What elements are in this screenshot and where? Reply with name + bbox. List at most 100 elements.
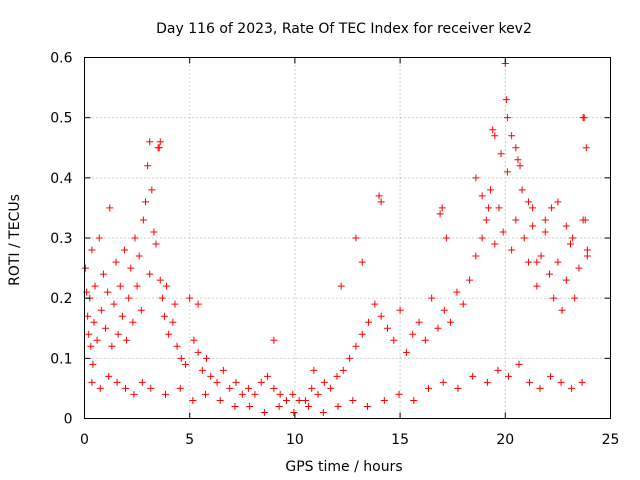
grid-lines bbox=[84, 57, 611, 419]
data-point-marker bbox=[483, 378, 491, 386]
data-point-marker bbox=[554, 258, 562, 266]
data-point-marker bbox=[129, 318, 137, 326]
data-point-marker bbox=[82, 264, 90, 272]
data-point-marker bbox=[95, 234, 103, 242]
data-point-marker bbox=[515, 360, 523, 368]
data-point-marker bbox=[472, 252, 480, 260]
data-point-marker bbox=[158, 294, 166, 302]
data-point-marker bbox=[484, 204, 492, 212]
x-tick-label: 10 bbox=[286, 432, 304, 448]
data-point-marker bbox=[529, 204, 537, 212]
data-point-marker bbox=[190, 336, 198, 344]
y-tick-label: 0.6 bbox=[50, 51, 72, 67]
data-point-marker bbox=[558, 306, 566, 314]
data-point-marker bbox=[113, 378, 121, 386]
data-point-marker bbox=[177, 354, 185, 362]
data-point-marker bbox=[494, 366, 502, 374]
data-point-marker bbox=[571, 294, 579, 302]
data-point-marker bbox=[383, 324, 391, 332]
data-point-marker bbox=[524, 198, 532, 206]
data-point-marker bbox=[346, 354, 354, 362]
data-point-marker bbox=[123, 336, 131, 344]
data-point-marker bbox=[541, 216, 549, 224]
data-point-marker bbox=[469, 372, 477, 380]
data-point-marker bbox=[371, 300, 379, 308]
data-point-marker bbox=[120, 246, 128, 254]
data-point-marker bbox=[554, 198, 562, 206]
data-point-marker bbox=[319, 408, 327, 416]
y-tick-label: 0.1 bbox=[50, 351, 72, 367]
data-point-marker bbox=[583, 252, 591, 260]
data-point-marker bbox=[232, 378, 240, 386]
data-point-marker bbox=[499, 228, 507, 236]
data-point-marker bbox=[144, 162, 152, 170]
data-point-marker bbox=[524, 258, 532, 266]
y-tick-label: 0.2 bbox=[50, 291, 72, 307]
data-point-marker bbox=[203, 354, 211, 362]
data-point-marker bbox=[114, 330, 122, 338]
x-tick-label: 20 bbox=[496, 432, 514, 448]
data-point-marker bbox=[503, 168, 511, 176]
data-point-marker bbox=[133, 282, 141, 290]
data-point-marker bbox=[194, 300, 202, 308]
data-point-marker bbox=[146, 270, 154, 278]
data-point-marker bbox=[352, 234, 360, 242]
data-point-marker bbox=[402, 348, 410, 356]
data-point-marker bbox=[520, 234, 528, 242]
data-point-marker bbox=[148, 186, 156, 194]
y-tick-label: 0.4 bbox=[50, 171, 72, 187]
data-point-marker bbox=[453, 288, 461, 296]
data-point-marker bbox=[567, 240, 575, 248]
data-point-marker bbox=[310, 366, 318, 374]
data-point-marker bbox=[377, 198, 385, 206]
data-point-marker bbox=[289, 390, 297, 398]
data-point-marker bbox=[495, 204, 503, 212]
data-point-marker bbox=[478, 234, 486, 242]
data-point-marker bbox=[454, 384, 462, 392]
data-point-marker bbox=[207, 372, 215, 380]
x-axis-label: GPS time / hours bbox=[285, 459, 402, 475]
data-point-marker bbox=[122, 384, 130, 392]
data-point-marker bbox=[327, 384, 335, 392]
y-tick-label: 0.5 bbox=[50, 111, 72, 127]
data-point-marker bbox=[238, 390, 246, 398]
data-point-marker bbox=[358, 258, 366, 266]
data-point-marker bbox=[93, 336, 101, 344]
data-point-marker bbox=[497, 150, 505, 158]
data-point-marker bbox=[562, 276, 570, 284]
data-point-marker bbox=[502, 96, 510, 104]
data-point-marker bbox=[97, 306, 105, 314]
data-point-marker bbox=[447, 318, 455, 326]
data-point-marker bbox=[201, 390, 209, 398]
data-point-marker bbox=[409, 330, 417, 338]
data-point-marker bbox=[508, 246, 516, 254]
data-point-marker bbox=[512, 144, 520, 152]
data-point-marker bbox=[176, 384, 184, 392]
data-point-marker bbox=[459, 300, 467, 308]
data-point-marker bbox=[251, 390, 259, 398]
data-point-marker bbox=[557, 378, 565, 386]
data-point-marker bbox=[395, 390, 403, 398]
data-point-marker bbox=[186, 294, 194, 302]
data-point-marker bbox=[491, 240, 499, 248]
data-point-marker bbox=[487, 186, 495, 194]
data-point-marker bbox=[434, 324, 442, 332]
data-point-marker bbox=[163, 282, 171, 290]
data-point-marker bbox=[89, 360, 97, 368]
data-point-marker bbox=[365, 318, 373, 326]
x-tick-label: 0 bbox=[80, 432, 89, 448]
data-point-marker bbox=[421, 336, 429, 344]
data-point-marker bbox=[537, 252, 545, 260]
data-point-marker bbox=[516, 162, 524, 170]
data-point-marker bbox=[390, 336, 398, 344]
data-point-marker bbox=[275, 402, 283, 410]
data-point-marker bbox=[377, 312, 385, 320]
data-point-marker bbox=[102, 324, 110, 332]
chart-title: Day 116 of 2023, Rate Of TEC Index for r… bbox=[156, 21, 532, 37]
data-point-marker bbox=[99, 270, 107, 278]
data-point-marker bbox=[270, 384, 278, 392]
x-tick-label: 15 bbox=[391, 432, 409, 448]
data-point-marker bbox=[88, 378, 96, 386]
data-point-marker bbox=[125, 294, 133, 302]
